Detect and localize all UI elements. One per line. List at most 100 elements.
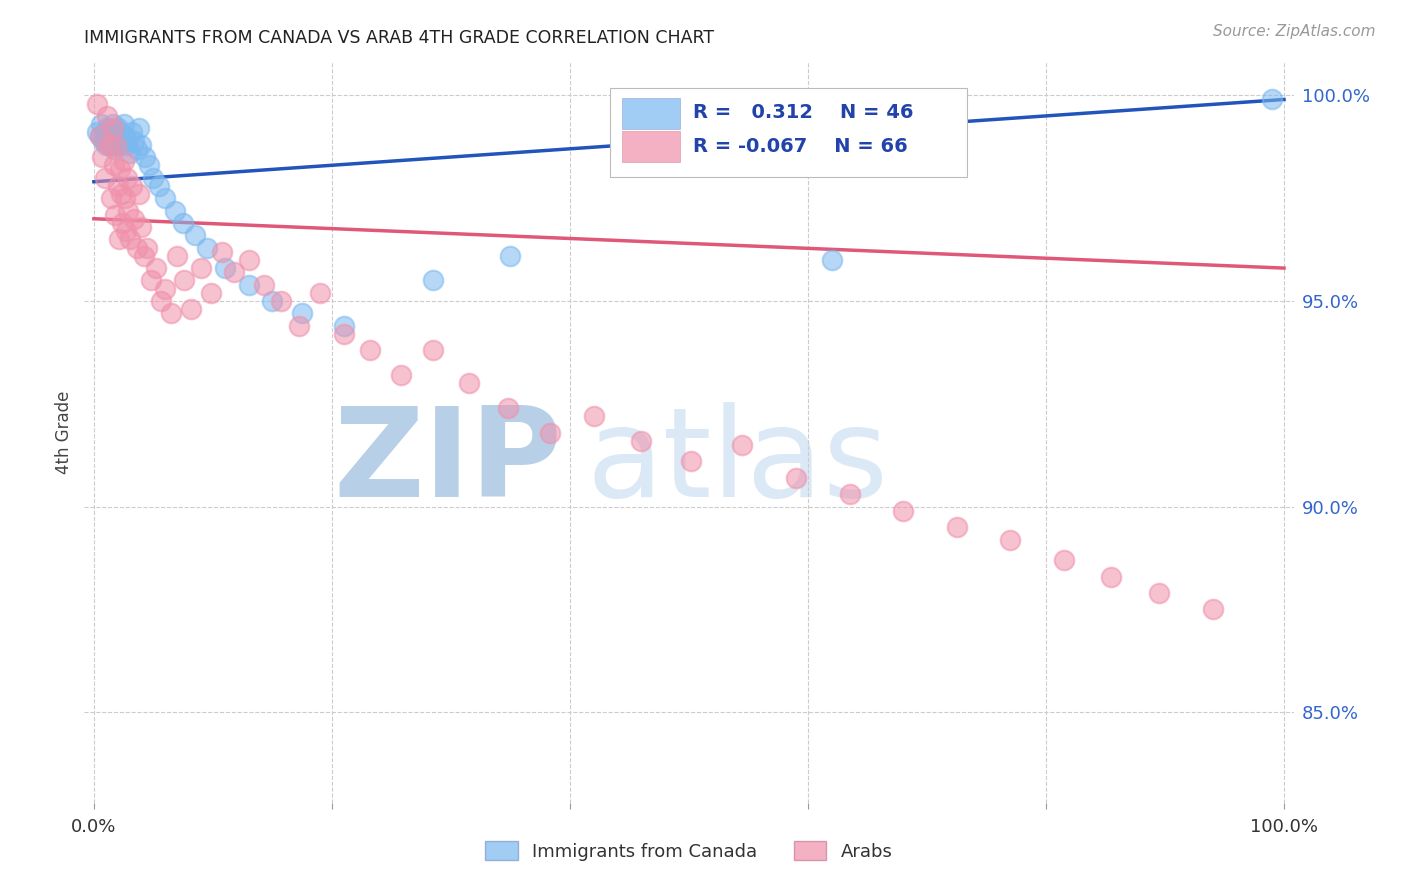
Point <box>145 261 167 276</box>
Point <box>100 134 122 148</box>
Point <box>105 137 128 152</box>
Point <box>124 211 146 226</box>
Point <box>172 216 194 230</box>
Point <box>125 142 148 156</box>
Text: R =   0.312    N = 46: R = 0.312 N = 46 <box>693 103 912 122</box>
Point <box>86 125 108 139</box>
Point <box>93 134 115 148</box>
Point <box>1147 586 1170 600</box>
Point <box>107 121 129 136</box>
Point <box>945 520 967 534</box>
Point <box>100 191 122 205</box>
Point <box>422 273 444 287</box>
Point <box>496 401 519 415</box>
Point <box>115 170 138 185</box>
Point <box>105 137 128 152</box>
Point <box>125 240 148 254</box>
Point <box>112 154 135 169</box>
Point <box>155 282 177 296</box>
Point <box>108 162 131 177</box>
Point <box>101 121 124 136</box>
Point <box>94 137 117 152</box>
Point <box>118 145 141 160</box>
Point <box>98 137 121 152</box>
Point <box>582 409 605 424</box>
Point <box>121 125 143 139</box>
Point <box>100 125 122 139</box>
Point <box>166 249 188 263</box>
Point <box>124 134 146 148</box>
Point <box>1201 602 1223 616</box>
Point <box>96 109 118 123</box>
Point <box>108 125 131 139</box>
Point <box>287 318 309 333</box>
Point <box>86 96 108 111</box>
Point <box>121 178 143 193</box>
Legend: Immigrants from Canada, Arabs: Immigrants from Canada, Arabs <box>478 834 900 868</box>
Point <box>291 306 314 320</box>
Point <box>110 137 132 152</box>
Point <box>103 142 125 156</box>
Point <box>115 137 138 152</box>
Point <box>1099 569 1122 583</box>
Point <box>132 249 155 263</box>
Point <box>1000 533 1022 547</box>
Point <box>149 293 172 308</box>
Point <box>104 129 127 144</box>
Point <box>1053 553 1076 567</box>
Text: atlas: atlas <box>586 401 889 523</box>
Point <box>333 318 356 333</box>
Point <box>89 129 111 144</box>
Point <box>136 240 159 254</box>
Point <box>139 273 162 287</box>
Point <box>838 487 860 501</box>
Point <box>155 191 177 205</box>
Point <box>114 191 136 205</box>
Point <box>98 137 121 152</box>
Point <box>195 240 218 254</box>
Point <box>891 504 914 518</box>
Point <box>184 228 207 243</box>
Point <box>89 129 111 144</box>
Point <box>224 265 246 279</box>
Point <box>214 261 236 276</box>
Point <box>163 203 186 218</box>
Point <box>90 117 112 131</box>
Point <box>681 454 703 468</box>
Point <box>148 178 170 193</box>
Point <box>101 117 124 131</box>
Point <box>93 125 115 139</box>
Point <box>108 232 131 246</box>
Point <box>103 158 125 172</box>
Point <box>115 224 138 238</box>
FancyBboxPatch shape <box>610 88 967 178</box>
Point <box>785 471 807 485</box>
Point <box>96 121 118 136</box>
Point <box>111 216 134 230</box>
Text: 100.0%: 100.0% <box>1250 818 1317 836</box>
Point <box>142 170 165 185</box>
Point <box>131 137 153 152</box>
Point <box>270 293 292 308</box>
Text: IMMIGRANTS FROM CANADA VS ARAB 4TH GRADE CORRELATION CHART: IMMIGRANTS FROM CANADA VS ARAB 4TH GRADE… <box>84 29 714 47</box>
Point <box>173 273 195 287</box>
Point <box>538 425 561 440</box>
Point <box>93 170 115 185</box>
Point <box>118 232 141 246</box>
Point <box>110 187 132 202</box>
Point <box>457 376 479 391</box>
Point <box>211 244 233 259</box>
Point <box>238 252 260 267</box>
Point <box>238 277 260 292</box>
FancyBboxPatch shape <box>623 131 681 162</box>
Point <box>333 326 356 341</box>
Point <box>180 302 202 317</box>
Y-axis label: 4th Grade: 4th Grade <box>55 391 73 475</box>
Point <box>131 219 153 234</box>
Point <box>731 438 754 452</box>
Point <box>108 134 131 148</box>
Point <box>117 203 139 218</box>
Point <box>138 158 160 172</box>
Point <box>200 285 222 300</box>
Point <box>160 306 183 320</box>
